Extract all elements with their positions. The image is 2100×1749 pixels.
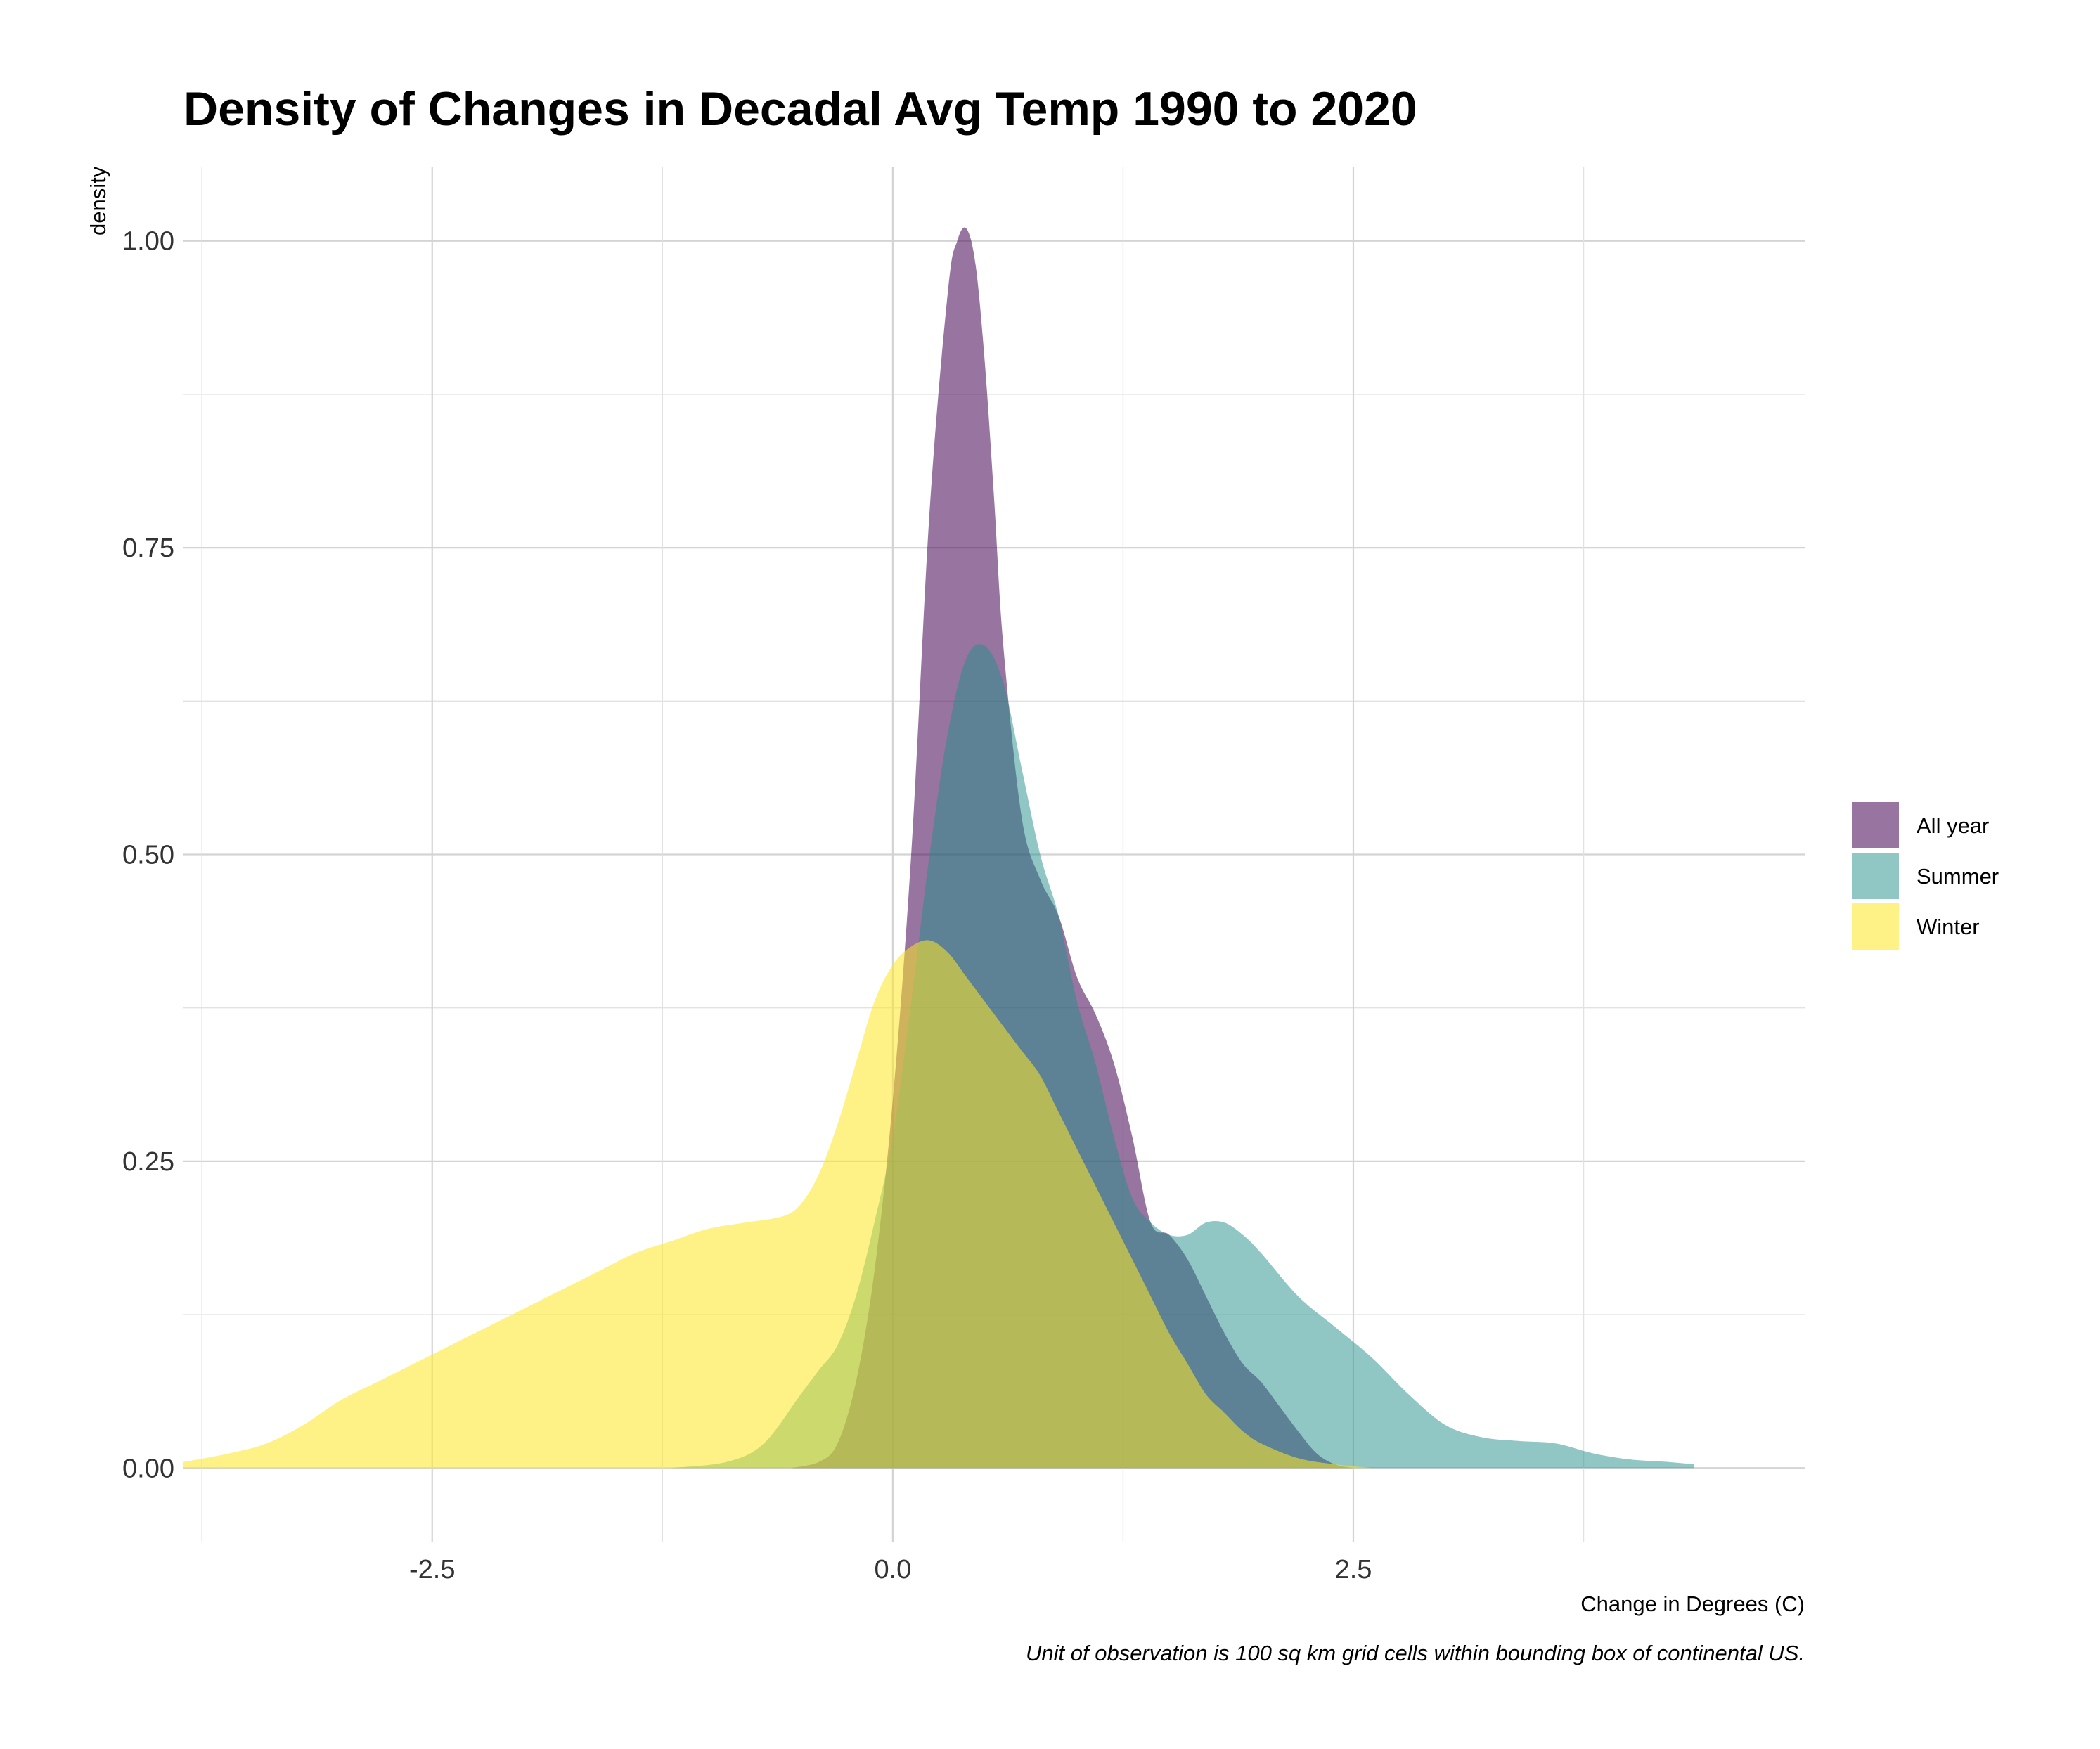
density-area-winter	[183, 940, 1372, 1469]
y-axis-title: density	[86, 166, 110, 235]
legend-swatch-summer	[1852, 853, 1899, 899]
density-areas	[183, 227, 1694, 1469]
chart-title: Density of Changes in Decadal Avg Temp 1…	[183, 82, 1417, 136]
x-tick-label: 2.5	[1335, 1555, 1372, 1585]
axis-ticks: 0.00 0.25 0.50 0.75 1.00 -2.5 0.0 2.5	[122, 227, 1372, 1585]
legend-swatch-all-year	[1852, 802, 1899, 848]
y-tick-label: 0.25	[122, 1147, 174, 1177]
legend-label-winter: Winter	[1917, 915, 1980, 939]
legend-label-all-year: All year	[1917, 813, 1989, 838]
x-tick-label: 0.0	[874, 1555, 911, 1585]
y-tick-label: 1.00	[122, 227, 174, 257]
x-tick-label: -2.5	[409, 1555, 455, 1585]
y-tick-label: 0.75	[122, 534, 174, 563]
legend-label-summer: Summer	[1917, 864, 1999, 889]
chart-caption: Unit of observation is 100 sq km grid ce…	[1026, 1641, 1805, 1665]
legend: All year Summer Winter	[1852, 802, 1999, 950]
y-tick-label: 0.00	[122, 1454, 174, 1483]
legend-swatch-winter	[1852, 903, 1899, 950]
y-tick-label: 0.50	[122, 841, 174, 870]
x-axis-title: Change in Degrees (C)	[1580, 1592, 1805, 1616]
